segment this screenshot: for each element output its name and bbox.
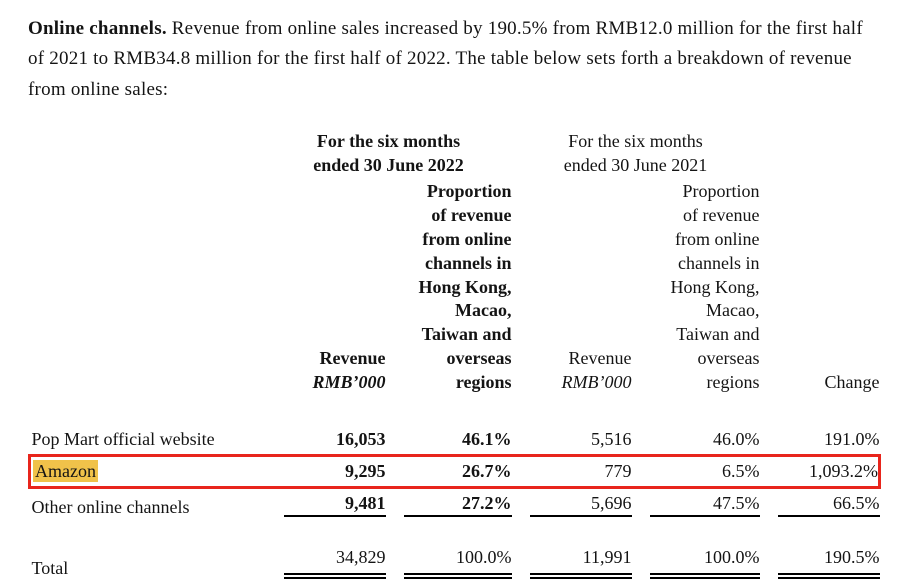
row-label: Amazon [28, 453, 266, 489]
column-header-row: Revenue RMB’000 Proportion of revenue fr… [30, 180, 880, 425]
header-revenue-2022: Revenue RMB’000 [266, 180, 386, 425]
empty-cell [760, 129, 880, 180]
total-proportion-2021: 100.0% [632, 521, 760, 583]
group-header-row: For the six months ended 30 June 2022 Fo… [30, 129, 880, 180]
total-revenue-2022: 34,829 [266, 521, 386, 583]
table-row-other-channels: Other online channels 9,481 27.2% 5,696 … [30, 487, 880, 521]
revenue-unit-label: RMB’000 [561, 372, 632, 393]
online-sales-table: For the six months ended 30 June 2022 Fo… [28, 129, 882, 583]
paragraph-lead: Online channels. [28, 18, 167, 39]
revenue-label: Revenue [319, 348, 386, 369]
value-revenue-2022: 9,481 [266, 487, 386, 521]
total-change: 190.5% [760, 521, 880, 583]
value-change: 191.0% [824, 429, 880, 450]
value-proportion-2021: 6.5% [631, 453, 760, 489]
col-group-2022: For the six months ended 30 June 2022 [313, 131, 464, 176]
header-change: Change [824, 372, 880, 393]
col-group-2021: For the six months ended 30 June 2021 [563, 131, 708, 176]
value-revenue-2021: 779 [511, 453, 632, 489]
total-label: Total [31, 558, 69, 579]
revenue-label: Revenue [568, 348, 632, 369]
empty-cell [30, 180, 266, 425]
row-label: Other online channels [31, 496, 190, 517]
value-proportion-2021: 46.0% [713, 429, 760, 450]
header-revenue-2021: Revenue RMB’000 [512, 180, 632, 425]
value-proportion-2022: 27.2% [386, 487, 512, 521]
total-proportion-2022: 100.0% [386, 521, 512, 583]
row-label: Pop Mart official website [31, 429, 215, 450]
value-revenue-2022: 16,053 [336, 429, 386, 450]
table-row-amazon-annotated: Amazon 9,295 26.7% 779 6.5% 1,093.2% [28, 453, 882, 489]
value-revenue-2021: 5,696 [512, 487, 632, 521]
header-proportion-2022: Proportion of revenue from online channe… [418, 180, 512, 393]
table-row-total: Total 34,829 100.0% 11,991 100.0% 190.5% [30, 521, 880, 583]
value-change: 66.5% [760, 487, 880, 521]
amazon-highlight: Amazon [33, 459, 98, 482]
value-revenue-2022: 9,295 [265, 453, 386, 489]
value-change: 1,093.2% [759, 453, 882, 489]
value-proportion-2022: 26.7% [385, 453, 512, 489]
header-proportion-2021: Proportion of revenue from online channe… [670, 180, 760, 393]
revenue-unit-label: RMB’000 [312, 372, 386, 393]
paragraph-body: Revenue from online sales increased by 1… [28, 18, 863, 100]
value-proportion-2022: 46.1% [462, 429, 512, 450]
total-revenue-2021: 11,991 [512, 521, 632, 583]
value-proportion-2021: 47.5% [632, 487, 760, 521]
value-revenue-2021: 5,516 [591, 429, 632, 450]
empty-cell [30, 129, 266, 180]
intro-paragraph: Online channels. Revenue from online sal… [28, 14, 880, 105]
table-row-popmart-website: Pop Mart official website 16,053 46.1% 5… [30, 425, 880, 455]
